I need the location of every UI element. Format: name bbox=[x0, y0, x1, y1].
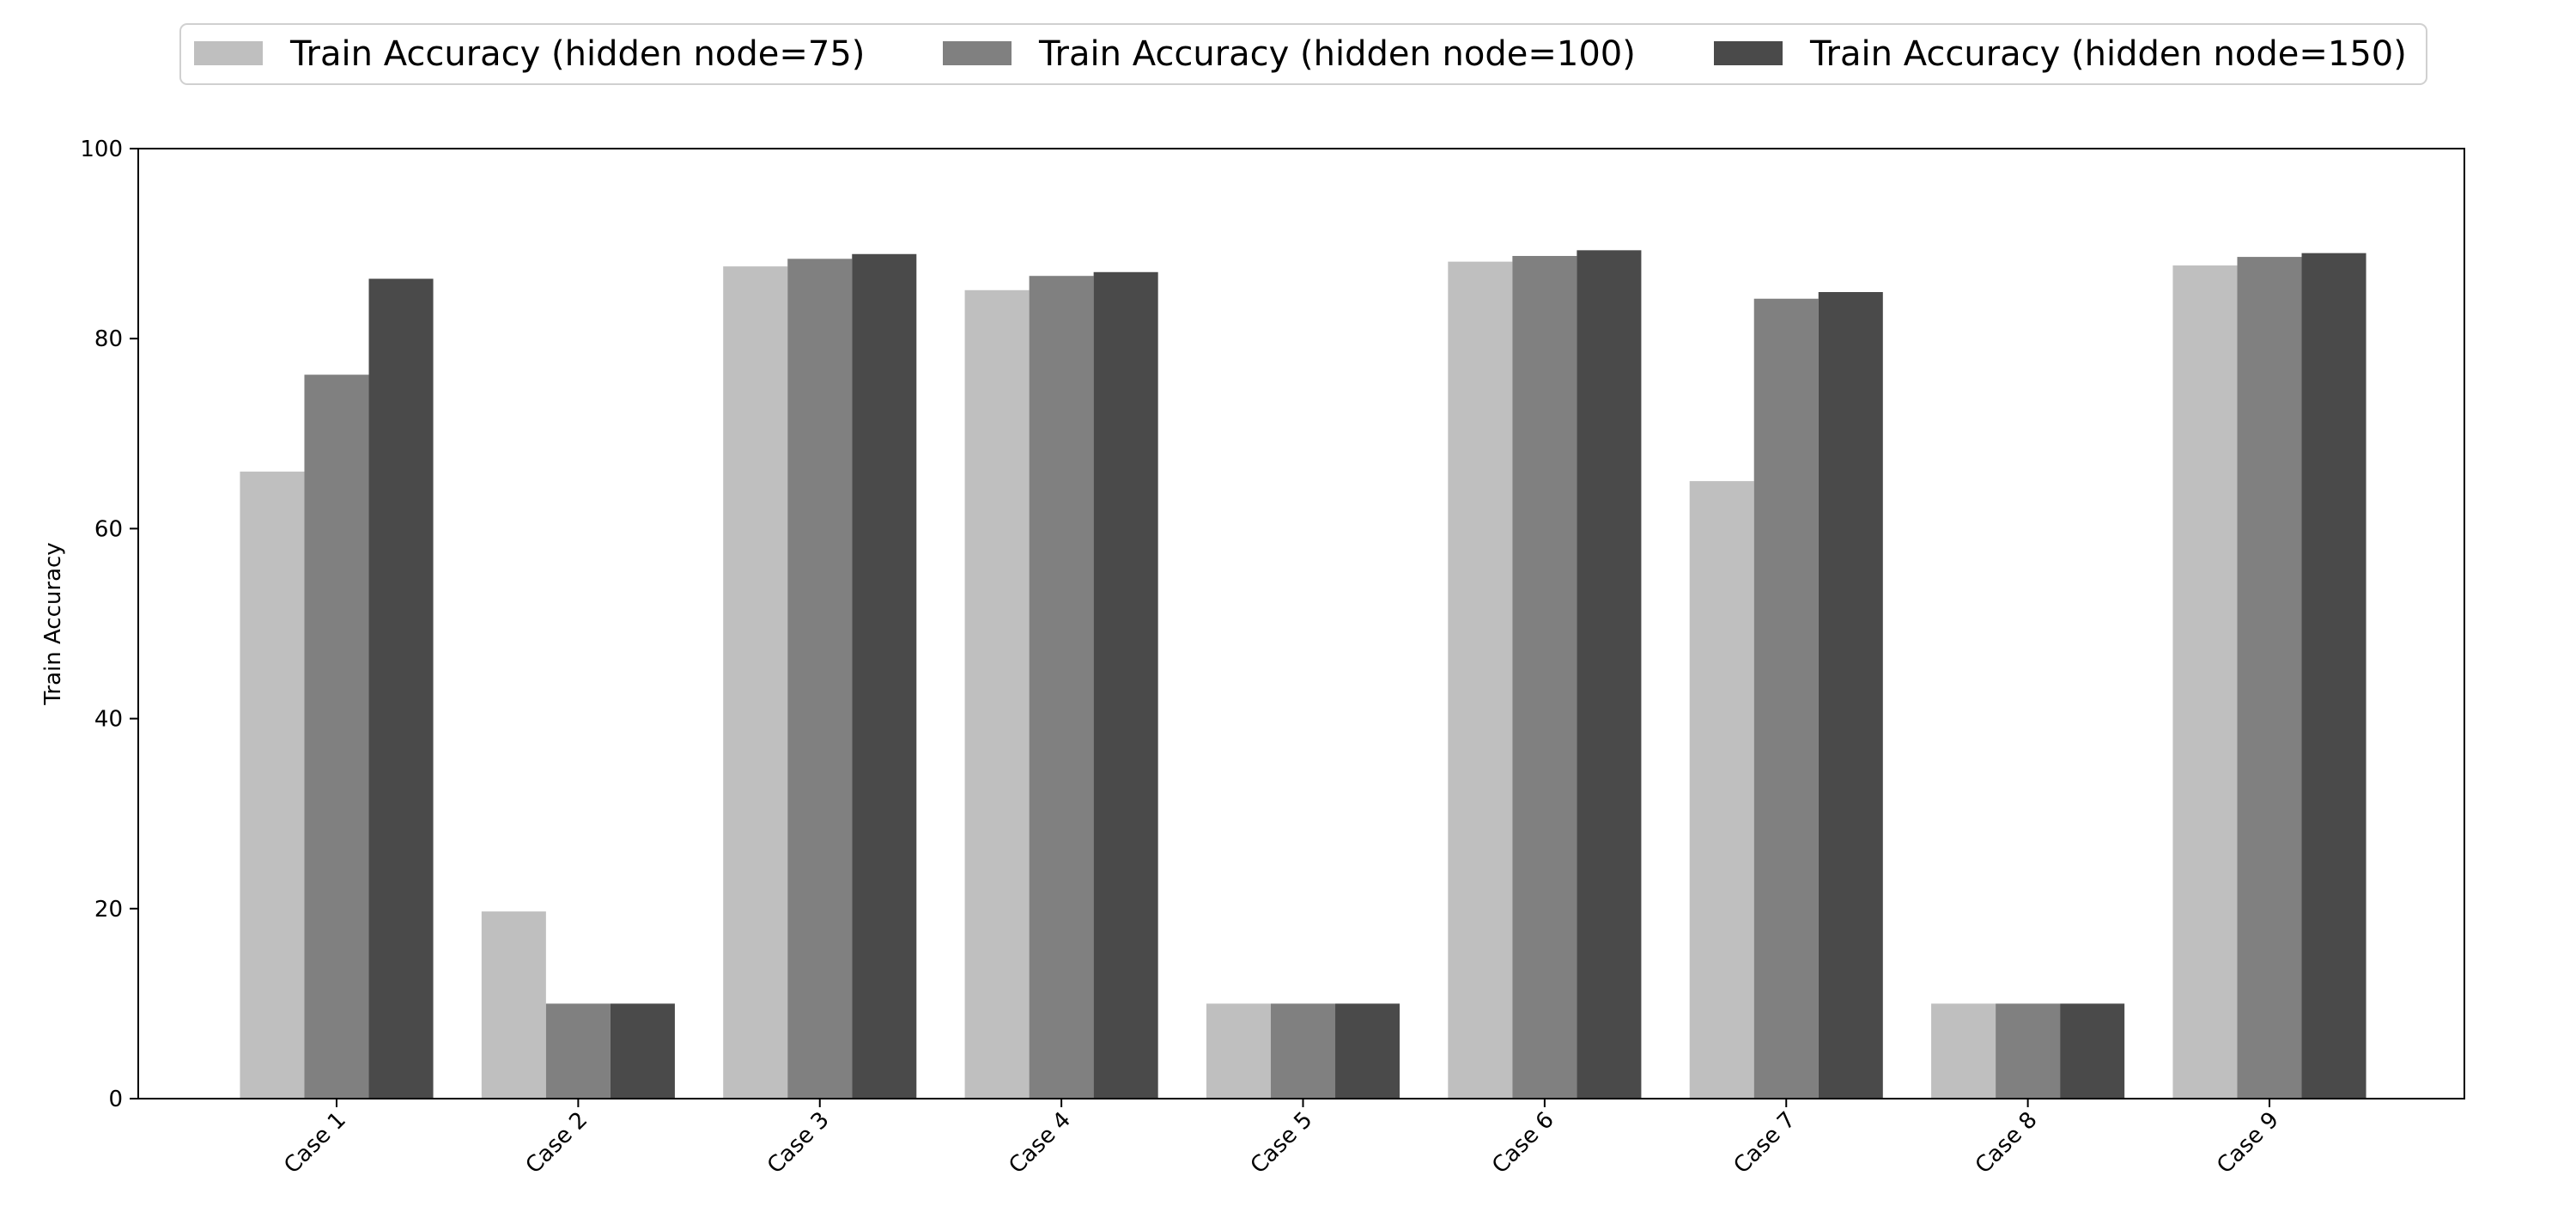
x-tick-label: Case 1 bbox=[279, 1107, 351, 1179]
y-axis-title: Train Accuracy bbox=[40, 542, 66, 705]
bar-case-5-series-3 bbox=[1335, 1003, 1400, 1099]
y-tick-label: 80 bbox=[94, 326, 123, 352]
legend-swatch-series-3 bbox=[1714, 41, 1783, 65]
bar-case-6-series-3 bbox=[1577, 250, 1642, 1099]
bar-case-7-series-2 bbox=[1753, 298, 1819, 1099]
legend-swatch-series-2 bbox=[943, 41, 1012, 65]
y-tick-label: 60 bbox=[94, 516, 123, 542]
y-tick-label: 0 bbox=[108, 1087, 123, 1112]
y-tick-label: 40 bbox=[94, 707, 123, 733]
bar-case-3-series-1 bbox=[723, 266, 788, 1099]
x-tick-label: Case 3 bbox=[762, 1107, 835, 1179]
y-tick-label: 100 bbox=[80, 137, 123, 162]
bar-case-8-series-2 bbox=[1996, 1003, 2061, 1099]
bar-case-1-series-2 bbox=[304, 375, 369, 1099]
bar-case-7-series-1 bbox=[1689, 481, 1754, 1099]
x-tick-label: Case 8 bbox=[1971, 1107, 2043, 1179]
y-tick-label: 20 bbox=[94, 897, 123, 923]
bar-case-3-series-2 bbox=[787, 259, 853, 1099]
legend-label-series-1: Train Accuracy (hidden node=75) bbox=[289, 34, 865, 74]
bar-case-4-series-3 bbox=[1093, 271, 1158, 1099]
bar-case-7-series-3 bbox=[1818, 292, 1883, 1099]
legend-label-series-2: Train Accuracy (hidden node=100) bbox=[1038, 34, 1636, 74]
x-tick-label: Case 6 bbox=[1487, 1107, 1559, 1179]
bar-case-1-series-1 bbox=[240, 472, 305, 1099]
bar-case-6-series-1 bbox=[1448, 261, 1513, 1099]
x-tick-label: Case 2 bbox=[521, 1107, 593, 1179]
bar-case-9-series-3 bbox=[2301, 253, 2366, 1099]
bar-case-5-series-2 bbox=[1270, 1003, 1336, 1099]
bar-case-4-series-2 bbox=[1029, 276, 1094, 1099]
plot-area-frame bbox=[137, 148, 2465, 1099]
bar-case-2-series-1 bbox=[481, 911, 546, 1099]
legend-label-series-3: Train Accuracy (hidden node=150) bbox=[1809, 34, 2407, 74]
bar-case-8-series-3 bbox=[2060, 1003, 2125, 1099]
x-axis: Case 1 Case 2 Case 3 Case 4 Case 5 Case 6 Case… bbox=[279, 1099, 2284, 1179]
y-axis: 0 20 40 60 80 100 bbox=[80, 137, 138, 1112]
bar-case-8-series-1 bbox=[1931, 1003, 1996, 1099]
x-tick-label: Case 9 bbox=[2212, 1107, 2284, 1179]
bar-case-1-series-3 bbox=[368, 278, 434, 1099]
legend: Train Accuracy (hidden node=75) Train Acc… bbox=[179, 23, 2427, 85]
bar-case-2-series-2 bbox=[545, 1003, 611, 1099]
x-tick-label: Case 7 bbox=[1728, 1107, 1801, 1179]
legend-frame bbox=[179, 23, 2427, 85]
legend-swatch-series-1 bbox=[194, 41, 263, 65]
bar-case-9-series-2 bbox=[2237, 257, 2302, 1099]
bar-case-6-series-2 bbox=[1512, 255, 1577, 1099]
bars bbox=[240, 250, 2366, 1099]
x-tick-label: Case 4 bbox=[1004, 1107, 1076, 1179]
bar-case-5-series-1 bbox=[1206, 1003, 1271, 1099]
bar-case-9-series-1 bbox=[2172, 265, 2238, 1099]
bar-case-3-series-3 bbox=[852, 253, 917, 1099]
bar-case-2-series-3 bbox=[610, 1003, 675, 1099]
x-tick-label: Case 5 bbox=[1246, 1107, 1318, 1179]
bar-case-4-series-1 bbox=[964, 289, 1030, 1099]
